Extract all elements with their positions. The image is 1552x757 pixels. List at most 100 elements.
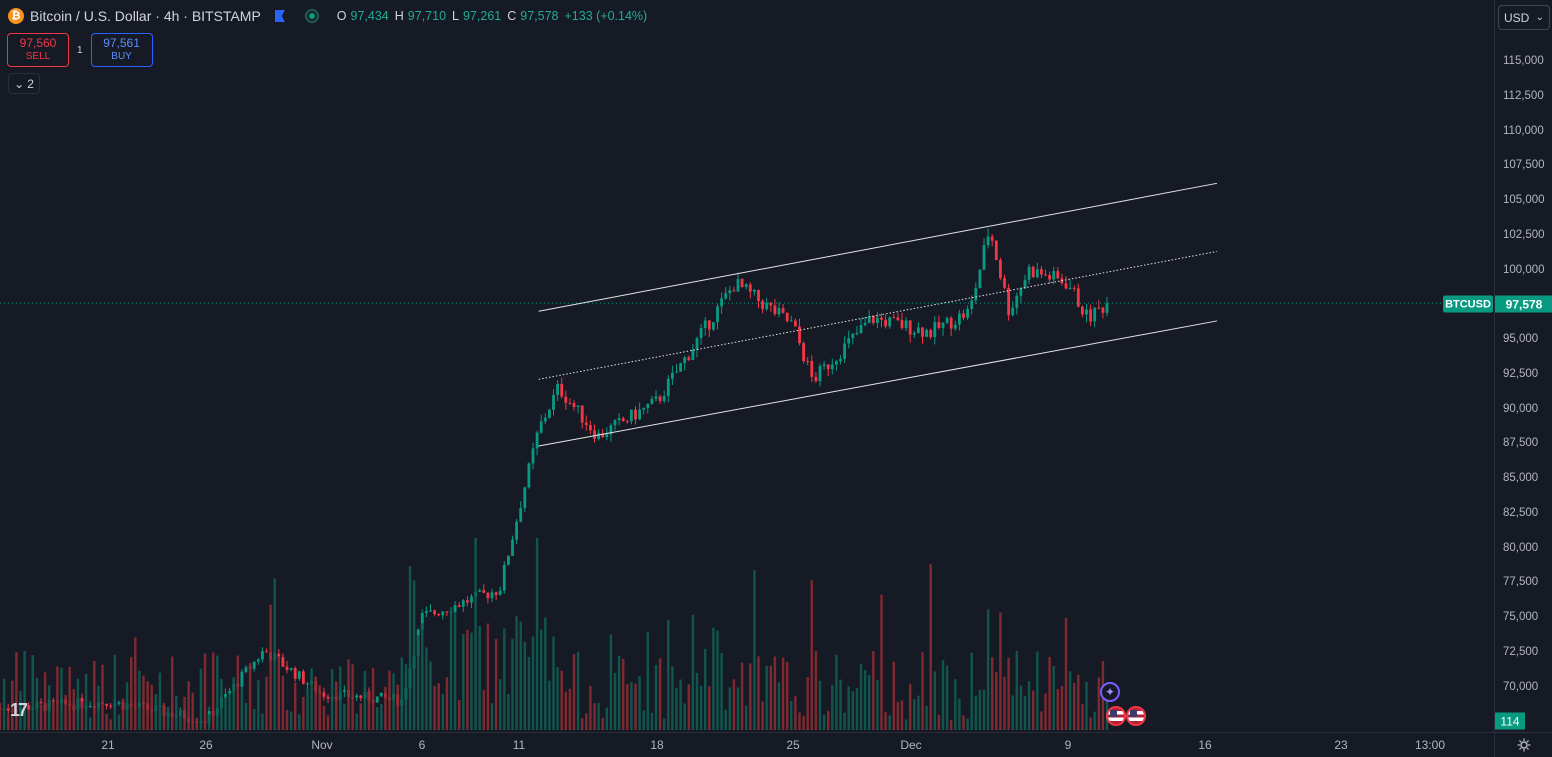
volume-bar — [736, 687, 740, 730]
candle-body — [523, 487, 527, 508]
volume-bar — [199, 668, 203, 730]
volume-bar — [958, 698, 961, 730]
volume-bar — [224, 696, 227, 730]
candle-body — [666, 378, 670, 397]
chart-settings-button[interactable] — [1494, 732, 1552, 757]
volume-bar — [884, 712, 887, 730]
volume-tag: 114 — [1495, 712, 1525, 730]
volume-bar — [445, 677, 449, 730]
channel-upper-line — [538, 182, 1218, 312]
price-axis[interactable]: USD ⌄ 115,000 112,500 110,000 107,500 105,00… — [1494, 0, 1552, 732]
candle-body — [429, 610, 432, 612]
currency-select[interactable]: USD ⌄ — [1498, 5, 1550, 30]
candle-body — [687, 357, 691, 360]
volume-bar — [84, 673, 88, 730]
candle-body — [650, 398, 654, 405]
volume-bar — [48, 685, 51, 730]
volume-bar — [154, 694, 157, 730]
volume-bar — [1032, 690, 1035, 730]
symbol-title[interactable]: Bitcoin / U.S. Dollar · 4h · BITSTAMP — [30, 8, 261, 24]
volume-bar — [556, 667, 559, 730]
candle-body — [658, 396, 662, 401]
candle-body — [691, 349, 695, 360]
volume-bar — [1077, 674, 1080, 730]
candle-body — [1093, 307, 1097, 322]
tradingview-logo-icon[interactable]: 17 — [10, 700, 28, 720]
candle-body — [609, 425, 613, 435]
time-tick-label: Dec — [900, 738, 922, 752]
close-label: C — [507, 9, 517, 23]
candle-body — [265, 651, 268, 653]
volume-bar — [1048, 656, 1051, 730]
volume-bar — [248, 662, 252, 730]
volume-bar — [564, 691, 567, 730]
volume-bar — [474, 537, 477, 730]
price-chart[interactable] — [0, 0, 1494, 732]
volume-bar — [634, 683, 637, 730]
candle-body — [105, 703, 108, 706]
market-status-icon[interactable] — [304, 9, 319, 23]
candle-body — [425, 611, 428, 613]
volume-bar — [207, 713, 211, 730]
candle-body — [343, 690, 346, 692]
volume-bar — [667, 619, 670, 730]
us-flag-event-icon[interactable] — [1106, 706, 1126, 726]
chart-canvas[interactable]: ₿ Bitcoin / U.S. Dollar · 4h · BITSTAMP … — [0, 0, 1494, 732]
volume-bar — [515, 616, 518, 730]
candle-body — [322, 692, 326, 697]
candle-body — [757, 289, 760, 302]
candle-body — [970, 300, 974, 309]
volume-bar — [794, 696, 797, 730]
volume-bar — [617, 655, 621, 730]
volume-bar — [453, 612, 457, 730]
volume-bar — [244, 702, 248, 730]
flag-icon[interactable] — [274, 10, 285, 22]
volume-bar — [441, 694, 444, 730]
sparkle-event-icon[interactable]: ✦ — [1100, 682, 1120, 702]
volume-bar — [605, 707, 608, 730]
volume-bar — [687, 684, 690, 730]
candle-body — [306, 683, 309, 685]
candle-body — [482, 590, 486, 593]
volume-bar — [191, 692, 194, 730]
price-tick-label: 80,000 — [1503, 541, 1539, 554]
volume-bar — [638, 676, 641, 730]
time-axis[interactable]: 21 26 Nov 6 11 18 25 Dec 9 16 23 13:00 — [0, 732, 1494, 757]
volume-bar — [892, 661, 895, 730]
candle-body — [1007, 287, 1010, 316]
candle-body — [810, 361, 814, 377]
candle-body — [359, 695, 363, 699]
volume-bar — [56, 666, 59, 730]
volume-bar — [236, 655, 239, 730]
candle-body — [630, 409, 633, 422]
candle-body — [580, 405, 584, 423]
candle-body — [724, 293, 728, 299]
candle-body — [941, 322, 945, 328]
volume-bar — [388, 670, 391, 730]
volume-bar — [130, 657, 133, 730]
buy-button[interactable]: 97,561 BUY — [90, 33, 153, 67]
sell-button[interactable]: 97,560 SELL — [7, 33, 69, 67]
volume-bar — [585, 713, 588, 730]
volume-bar — [60, 667, 63, 730]
symbol-legend: ₿ Bitcoin / U.S. Dollar · 4h · BITSTAMP … — [8, 8, 649, 24]
candle-body — [884, 319, 887, 327]
candle-body — [1056, 271, 1060, 279]
volume-bar — [158, 672, 162, 730]
volume-bar — [298, 714, 301, 730]
candle-body — [437, 614, 441, 616]
indicators-collapse-button[interactable]: ⌄ 2 — [8, 73, 40, 94]
open-value: 97,434 — [350, 9, 389, 23]
volume-bar — [941, 660, 945, 730]
candle-body — [1003, 278, 1006, 288]
volume-bar — [1044, 693, 1047, 730]
volume-bar — [511, 638, 514, 730]
candle-body — [441, 611, 445, 616]
volume-bar — [519, 621, 522, 730]
volume-bar — [810, 580, 813, 730]
price-tick-label: 75,000 — [1503, 611, 1539, 623]
volume-bar — [1019, 685, 1023, 730]
time-tick-label: 26 — [199, 738, 213, 752]
us-flag-event-icon[interactable] — [1126, 706, 1146, 726]
candle-body — [953, 324, 957, 329]
